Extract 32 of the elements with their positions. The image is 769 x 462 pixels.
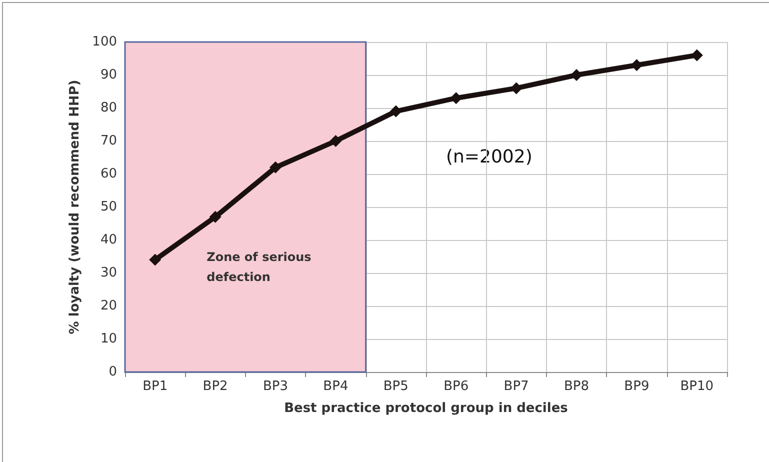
y-tick-label: 30 bbox=[100, 266, 117, 280]
y-tick-label: 40 bbox=[100, 232, 117, 248]
x-axis-title: Best practice protocol group in deciles bbox=[284, 401, 568, 416]
point bbox=[570, 69, 582, 81]
band-label: Zone of serious defection bbox=[206, 250, 312, 284]
point bbox=[330, 135, 342, 147]
x-tick-label: BP3 bbox=[262, 379, 288, 394]
y-tick-label: 90 bbox=[100, 68, 117, 82]
y-tick-label: 50 bbox=[100, 200, 117, 214]
point bbox=[270, 161, 282, 174]
y-tick-label: 10 bbox=[100, 332, 117, 346]
point bbox=[209, 210, 222, 223]
point bbox=[390, 105, 402, 118]
x-tick-label: BP5 bbox=[383, 379, 408, 394]
x-tick-label: BP8 bbox=[564, 379, 590, 394]
y-tick-label: 20 bbox=[100, 298, 117, 314]
point bbox=[149, 254, 162, 266]
y-tick-label: 80 bbox=[100, 100, 117, 116]
y-tick-label: 70 bbox=[100, 134, 117, 148]
x-tick-label: BP1 bbox=[142, 379, 168, 394]
x-tick-label: BP7 bbox=[504, 379, 529, 394]
point bbox=[630, 59, 643, 72]
x-tick-label: BP4 bbox=[323, 379, 348, 394]
x-tick-label: BP10 bbox=[680, 379, 714, 394]
y-tick-label: 60 bbox=[100, 166, 117, 182]
y-tick-label: 0 bbox=[108, 364, 117, 380]
y-tick-label: 100 bbox=[92, 34, 117, 50]
x-tick-label: BP2 bbox=[202, 379, 228, 394]
x-tick-label: BP9 bbox=[624, 379, 650, 394]
annotation: (n=2002) bbox=[446, 146, 532, 168]
x-tick-label: BP6 bbox=[444, 379, 469, 394]
y-axis-title: % loyalty (would recommend HHP) bbox=[67, 80, 82, 334]
